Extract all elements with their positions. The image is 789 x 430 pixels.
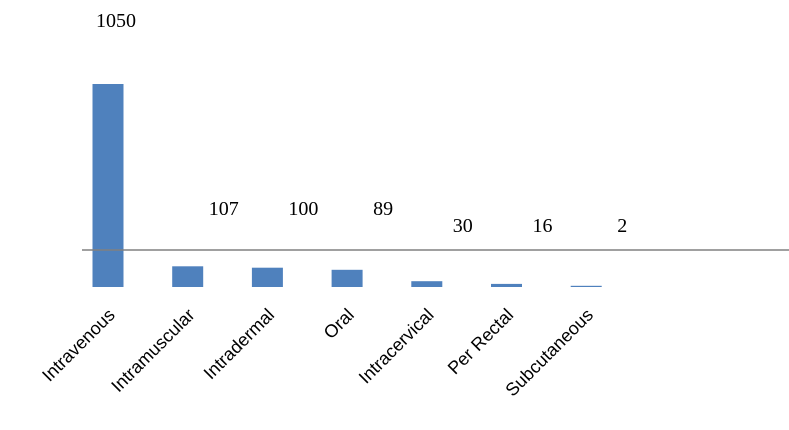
bar-subcutaneous — [570, 285, 602, 287]
data-label: 89 — [373, 198, 393, 220]
data-labels-group: 1050 107 100 89 30 16 2 — [96, 10, 627, 237]
bars-group — [92, 84, 602, 287]
bar-intravenous — [92, 84, 124, 287]
category-label: Intracervical — [355, 305, 438, 388]
data-label: 16 — [533, 215, 553, 237]
data-label: 1050 — [96, 10, 136, 32]
category-label: Oral — [320, 305, 358, 343]
data-label: 100 — [288, 198, 318, 220]
category-label: Intramuscular — [107, 305, 198, 396]
bar-intramuscular — [172, 266, 204, 287]
category-label: Per Rectal — [444, 305, 518, 379]
bar-intracervical — [411, 281, 443, 287]
data-label: 30 — [453, 215, 473, 237]
bar-oral — [331, 269, 363, 287]
category-label: Intradermal — [200, 305, 279, 384]
data-label: 2 — [617, 215, 627, 237]
data-label: 107 — [209, 198, 239, 220]
bar-intradermal — [251, 267, 283, 287]
category-label: Intravenous — [38, 305, 119, 386]
bar-per-rectal — [491, 283, 522, 287]
